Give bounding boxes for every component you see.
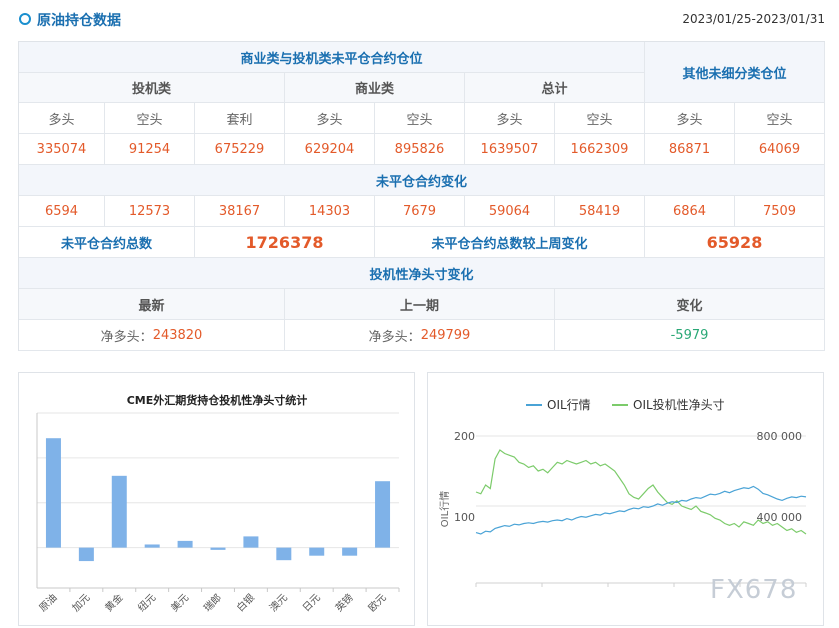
position-value: 335074 bbox=[19, 134, 105, 165]
left-tick-label: 100 bbox=[454, 511, 475, 524]
bar bbox=[210, 547, 226, 550]
x-tick-label: 黄金 bbox=[102, 591, 125, 614]
position-value: 895826 bbox=[375, 134, 465, 165]
net-delta-value: -5979 bbox=[555, 320, 825, 351]
x-tick-label: 日元 bbox=[301, 592, 323, 614]
net-latest-cell: 净多头： 243820 bbox=[19, 320, 285, 351]
x-tick-label: 英镑 bbox=[332, 591, 355, 614]
bar bbox=[45, 438, 61, 548]
total-label: 未平仓合约总数 bbox=[19, 227, 195, 258]
col-label: 空头 bbox=[375, 103, 465, 134]
change-title: 未平仓合约变化 bbox=[19, 165, 825, 196]
bar bbox=[375, 481, 391, 548]
bar bbox=[144, 544, 160, 548]
line-chart-panel: OIL行情 OIL投机性净头寸 200 100 800 000 400 000 OIL行情 bbox=[427, 372, 824, 626]
position-value: 91254 bbox=[105, 134, 195, 165]
change-value: 7509 bbox=[735, 196, 825, 227]
other-positions-title: 其他未细分类仓位 bbox=[645, 42, 825, 103]
col-label: 空头 bbox=[105, 103, 195, 134]
net-latest-prefix: 净多头： bbox=[100, 329, 153, 345]
legend-label: OIL行情 bbox=[547, 398, 591, 412]
col-label: 多头 bbox=[19, 103, 105, 134]
change-value: 7679 bbox=[375, 196, 465, 227]
section-title-positions: 商业类与投机类未平仓合约仓位 bbox=[19, 42, 645, 73]
col-label: 空头 bbox=[555, 103, 645, 134]
col-label: 多头 bbox=[465, 103, 555, 134]
y-axis-label: OIL行情 bbox=[438, 491, 451, 527]
bar bbox=[276, 547, 292, 561]
x-tick-label: 瑞郎 bbox=[201, 591, 224, 614]
col-label: 套利 bbox=[195, 103, 285, 134]
x-tick-label: 纽元 bbox=[135, 591, 158, 614]
col-label: 多头 bbox=[645, 103, 735, 134]
x-tick-label: 加元 bbox=[70, 592, 93, 615]
change-value: 14303 bbox=[285, 196, 375, 227]
watermark: FX678 bbox=[710, 575, 798, 605]
position-value: 629204 bbox=[285, 134, 375, 165]
position-value: 64069 bbox=[735, 134, 825, 165]
net-position-title: 投机性净头寸变化 bbox=[19, 258, 825, 289]
x-tick-label: 白银 bbox=[234, 591, 257, 614]
series-line bbox=[475, 485, 807, 535]
group-total: 总计 bbox=[465, 73, 645, 103]
left-tick-label: 200 bbox=[454, 430, 475, 443]
net-col-change: 变化 bbox=[555, 289, 825, 320]
position-value: 675229 bbox=[195, 134, 285, 165]
page-title: 原油持仓数据 bbox=[37, 13, 121, 29]
net-col-latest: 最新 bbox=[19, 289, 285, 320]
x-tick-label: 欧元 bbox=[366, 592, 389, 615]
bar-chart-panel: CME外汇期货持仓投机性净头寸统计原油 加元 黄金 纽元 美元 瑞郎 白银 澳元 日元 英镑 欧元 bbox=[18, 372, 415, 626]
bar bbox=[309, 547, 325, 556]
net-previous-cell: 净多头： 249799 bbox=[285, 320, 555, 351]
total-value: 1726378 bbox=[195, 227, 375, 258]
bar bbox=[78, 547, 94, 562]
bar bbox=[342, 547, 358, 556]
bar bbox=[111, 475, 127, 548]
change-value: 12573 bbox=[105, 196, 195, 227]
change-value: 58419 bbox=[555, 196, 645, 227]
weekly-change-label: 未平仓合约总数较上周变化 bbox=[375, 227, 645, 258]
position-table: 商业类与投机类未平仓合约仓位 其他未细分类仓位 投机类 商业类 总计 多头 空头… bbox=[18, 41, 825, 351]
change-value: 6594 bbox=[19, 196, 105, 227]
bar bbox=[243, 536, 259, 548]
position-value: 86871 bbox=[645, 134, 735, 165]
line-chart: OIL行情 OIL投机性净头寸 200 100 800 000 400 000 OIL行情 bbox=[438, 397, 807, 587]
net-previous-value: 249799 bbox=[420, 327, 471, 343]
bar bbox=[177, 540, 193, 548]
group-commercial: 商业类 bbox=[285, 73, 465, 103]
change-value: 6864 bbox=[645, 196, 735, 227]
position-value: 1662309 bbox=[555, 134, 645, 165]
col-label: 空头 bbox=[735, 103, 825, 134]
position-value: 1639507 bbox=[465, 134, 555, 165]
page-header: 原油持仓数据 2023/01/25-2023/01/31 bbox=[0, 0, 839, 40]
change-value: 38167 bbox=[195, 196, 285, 227]
weekly-change-value: 65928 bbox=[645, 227, 825, 258]
date-range: 2023/01/25-2023/01/31 bbox=[682, 12, 825, 26]
circle-icon bbox=[19, 13, 31, 25]
series-line bbox=[475, 449, 807, 535]
col-label: 多头 bbox=[285, 103, 375, 134]
right-tick-label: 400 000 bbox=[757, 511, 803, 524]
legend-label: OIL投机性净头寸 bbox=[633, 397, 725, 412]
right-tick-label: 800 000 bbox=[757, 430, 803, 443]
x-tick-label: 原油 bbox=[36, 591, 59, 614]
x-tick-label: 澳元 bbox=[267, 591, 290, 614]
group-speculative: 投机类 bbox=[19, 73, 285, 103]
net-latest-value: 243820 bbox=[152, 327, 203, 343]
chart-title: CME外汇期货持仓投机性净头寸统计 bbox=[127, 393, 308, 407]
net-col-previous: 上一期 bbox=[285, 289, 555, 320]
x-tick-label: 美元 bbox=[168, 591, 191, 614]
net-previous-prefix: 净多头： bbox=[368, 329, 421, 345]
change-value: 59064 bbox=[465, 196, 555, 227]
